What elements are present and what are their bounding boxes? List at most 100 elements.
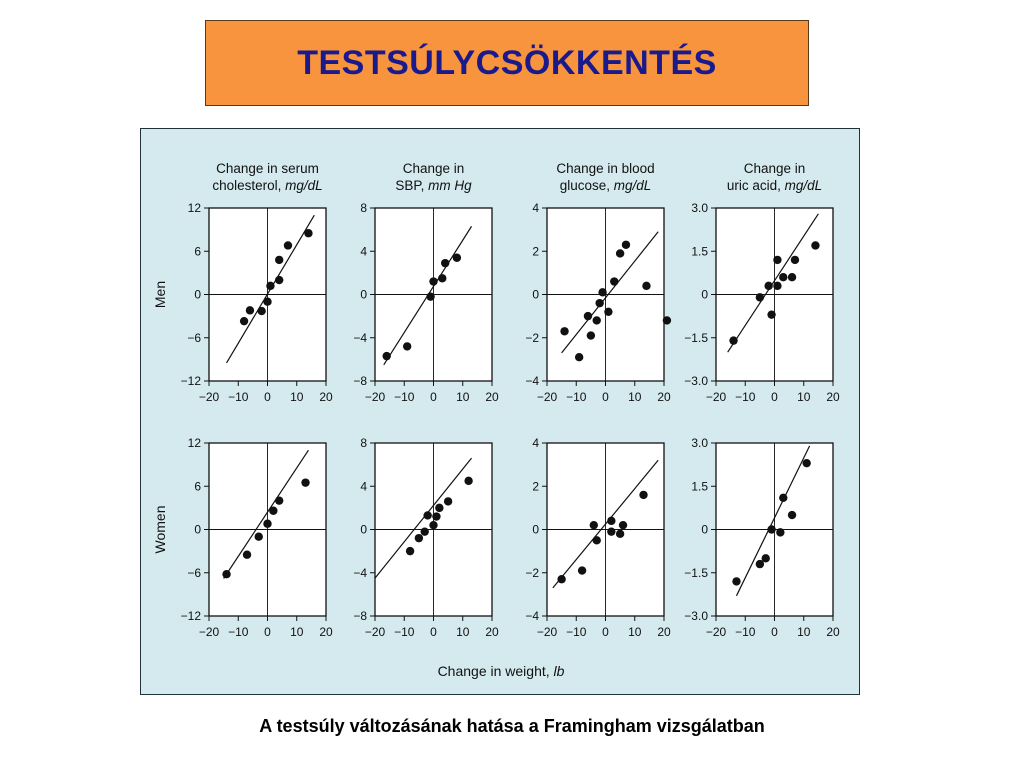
- panel-7-ytick-label: 2: [532, 479, 539, 493]
- panel-8-point: [767, 525, 776, 534]
- panel-6-fit-line: [374, 457, 472, 579]
- panel-3-title-line: glucose, mg/dL: [560, 178, 652, 193]
- panel-1-xtick-label: 0: [264, 390, 271, 404]
- panel-6-xtick-label: 10: [456, 625, 470, 639]
- panel-4-point: [773, 281, 782, 291]
- panel-3-ytick-label: 4: [532, 201, 539, 215]
- panel-3-title-unit: mg/dL: [614, 178, 652, 193]
- panel-2-point: [452, 253, 462, 262]
- panel-2-title-line: Change in: [403, 161, 465, 176]
- panel-8-xtick-label: −20: [706, 625, 727, 639]
- panel-3-fit-line: [561, 231, 659, 354]
- panel-7-xtick-label: 0: [602, 625, 609, 639]
- panel-7-point: [557, 575, 566, 584]
- panel-5-xtick-label: −10: [228, 625, 249, 639]
- panel-3-xtick-label: 0: [602, 390, 609, 404]
- row-label-women: Women: [152, 506, 168, 554]
- panel-2-xtick-label: 0: [430, 390, 437, 404]
- panel-5-xtick-label: −20: [199, 625, 220, 639]
- panel-1-xtick-label: −20: [199, 390, 220, 404]
- panel-4-fit-line: [727, 213, 819, 353]
- panel-4-point: [787, 273, 797, 282]
- panel-6-point: [443, 497, 453, 506]
- panel-4-point: [811, 241, 820, 250]
- panel-7-point: [607, 516, 616, 526]
- panel-8-point: [732, 577, 741, 586]
- panel-8-ytick-label: 0: [701, 523, 708, 537]
- panel-7-point: [589, 520, 598, 530]
- panel-6-xtick-label: 0: [430, 625, 437, 639]
- panel-3-ytick-label: −4: [525, 374, 539, 388]
- panel-5-point: [254, 532, 263, 541]
- panel-3-point: [604, 307, 613, 316]
- panel-3-point: [574, 353, 584, 362]
- panel-1-ytick-label: 0: [194, 288, 201, 302]
- panel-4-point: [773, 255, 782, 265]
- panel-1-xtick-label: 20: [319, 390, 333, 404]
- panel-4-xtick-label: 0: [771, 390, 778, 404]
- x-axis-unit: lb: [554, 663, 565, 679]
- panel-4-point: [790, 255, 800, 265]
- panel-5-point: [242, 550, 252, 559]
- panel-8-ytick-label: −3.0: [684, 609, 708, 623]
- panel-5-ytick-label: −12: [181, 609, 202, 623]
- panel-3-ytick-label: 2: [532, 244, 539, 258]
- panel-2-title-unit: mm Hg: [428, 178, 472, 193]
- panel-6-xtick-label: 20: [485, 625, 499, 639]
- panel-1-point: [283, 241, 293, 250]
- panel-8-ytick-label: 3.0: [691, 436, 708, 450]
- panel-8-point: [776, 528, 785, 537]
- panel-6-point: [420, 527, 429, 536]
- panel-3-xtick-label: −20: [537, 390, 558, 404]
- panel-5-point: [263, 519, 272, 528]
- panel-8-point: [787, 510, 797, 520]
- panel-5-ytick-label: 12: [188, 436, 202, 450]
- panel-3-xtick-label: −10: [566, 390, 587, 404]
- panel-4-point: [779, 273, 788, 282]
- panel-5-ytick-label: 0: [194, 523, 201, 537]
- panel-4-ytick-label: −3.0: [684, 374, 708, 388]
- panel-1-title-unit: mg/dL: [285, 178, 323, 193]
- panel-4-ytick-label: 1.5: [691, 244, 708, 258]
- panel-4-title-line: uric acid, mg/dL: [727, 178, 822, 193]
- framingham-figure: 12 6 0 −6 −12 −20 −10 0 10 20 Change in serum chole…: [140, 128, 860, 695]
- panel-3-point: [583, 311, 593, 321]
- panel-7-ytick-label: 4: [532, 436, 539, 450]
- slide-caption: A testsúly változásának hatása a Framing…: [259, 716, 765, 736]
- panel-4-ytick-label: −1.5: [684, 331, 708, 345]
- panel-7-ytick-label: −2: [525, 566, 539, 580]
- panel-7-xtick-label: −10: [566, 625, 587, 639]
- panel-2-point: [429, 277, 438, 286]
- panel-4-title-line: Change in: [744, 161, 806, 176]
- panel-2-xtick-label: 20: [485, 390, 499, 404]
- panel-7-point: [615, 529, 625, 539]
- panel-8-point: [779, 493, 788, 502]
- panel-8-xtick-label: 20: [826, 625, 840, 639]
- panel-4-point: [764, 281, 773, 291]
- panel-3-point: [586, 331, 596, 340]
- panel-1-point: [304, 229, 313, 238]
- panel-5-fit-line: [223, 449, 309, 579]
- panel-6-ytick-label: 4: [360, 479, 367, 493]
- panel-2-xtick-label: −10: [394, 390, 415, 404]
- panel-4-xtick-label: −10: [735, 390, 756, 404]
- panel-6-ytick-label: −4: [353, 566, 367, 580]
- panel-1-point: [263, 297, 272, 306]
- panel-1-title-line: cholesterol, mg/dL: [212, 178, 322, 193]
- panel-3-xtick-label: 20: [657, 390, 671, 404]
- panel-4-title-unit: mg/dL: [785, 178, 823, 193]
- panel-5-xtick-label: 10: [290, 625, 304, 639]
- panel-8-point: [755, 559, 765, 569]
- panel-7-point: [639, 490, 648, 500]
- panel-8-point: [802, 458, 811, 468]
- panel-2-point: [426, 292, 435, 301]
- panel-3-ytick-label: 0: [532, 288, 539, 302]
- panel-1-ytick-label: −6: [187, 331, 201, 345]
- panel-1-xtick-label: 10: [290, 390, 304, 404]
- panel-5-xtick-label: 20: [319, 625, 333, 639]
- panel-4-point: [755, 293, 765, 302]
- panel-7-point: [592, 536, 601, 545]
- panel-2-xtick-label: −20: [365, 390, 386, 404]
- panel-8-xtick-label: −10: [735, 625, 756, 639]
- panel-7-ytick-label: 0: [532, 523, 539, 537]
